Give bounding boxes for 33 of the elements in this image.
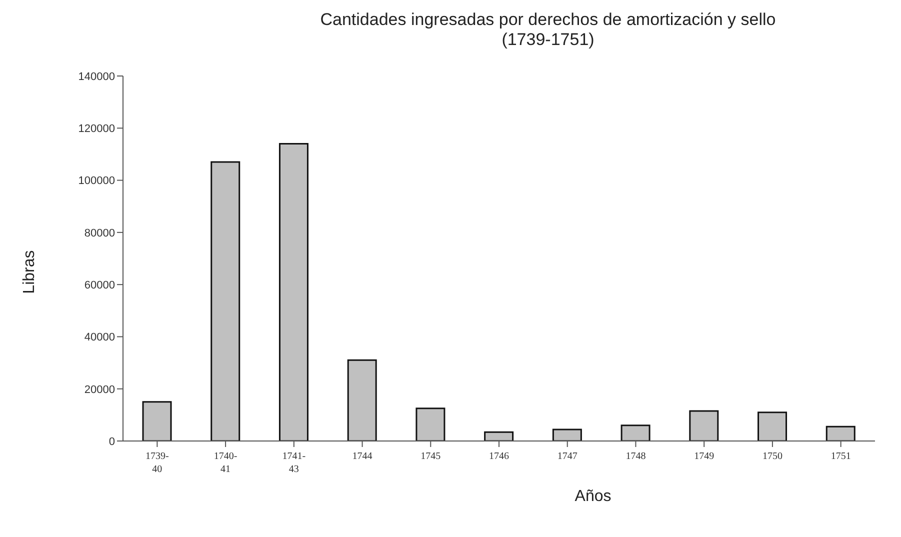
y-tick-label: 40000	[84, 332, 115, 344]
y-tick-label: 80000	[84, 227, 115, 240]
y-tick-label: 100000	[78, 175, 115, 188]
x-tick-label: 1748	[626, 451, 646, 462]
bar	[552, 428, 582, 441]
y-tick-label: 0	[108, 436, 115, 448]
x-tick-label: 1741-43	[282, 451, 306, 475]
chart-title: Cantidades ingresadas por derechos de amortización y sello (1739-1751)	[319, 10, 777, 50]
bar	[689, 410, 719, 441]
x-tick-label: 1744	[352, 451, 372, 462]
y-tick-label: 140000	[78, 70, 115, 83]
bar	[620, 424, 650, 441]
y-tick-label: 20000	[84, 384, 115, 396]
x-tick-label: 1745	[420, 451, 441, 462]
bar	[278, 143, 308, 441]
x-axis-title: Años	[574, 488, 612, 506]
bar	[210, 161, 240, 441]
bar	[416, 408, 446, 441]
x-tick-label: 1751	[830, 451, 851, 462]
x-tick-label: 1739-40	[146, 451, 169, 475]
bar	[484, 431, 514, 441]
bar	[758, 412, 788, 441]
x-tick-label: 1746	[489, 451, 509, 462]
bar	[347, 359, 377, 441]
x-tick-label: 1750	[762, 451, 782, 462]
bar	[826, 426, 856, 441]
x-tick-label: 1747	[557, 451, 578, 462]
x-tick-label: 1749	[694, 451, 714, 462]
bar	[142, 401, 172, 441]
x-tick-label: 1740-41	[214, 451, 238, 475]
y-axis-title: Libras	[21, 249, 39, 296]
y-tick-label: 120000	[78, 123, 115, 136]
y-tick-label: 60000	[84, 279, 115, 292]
